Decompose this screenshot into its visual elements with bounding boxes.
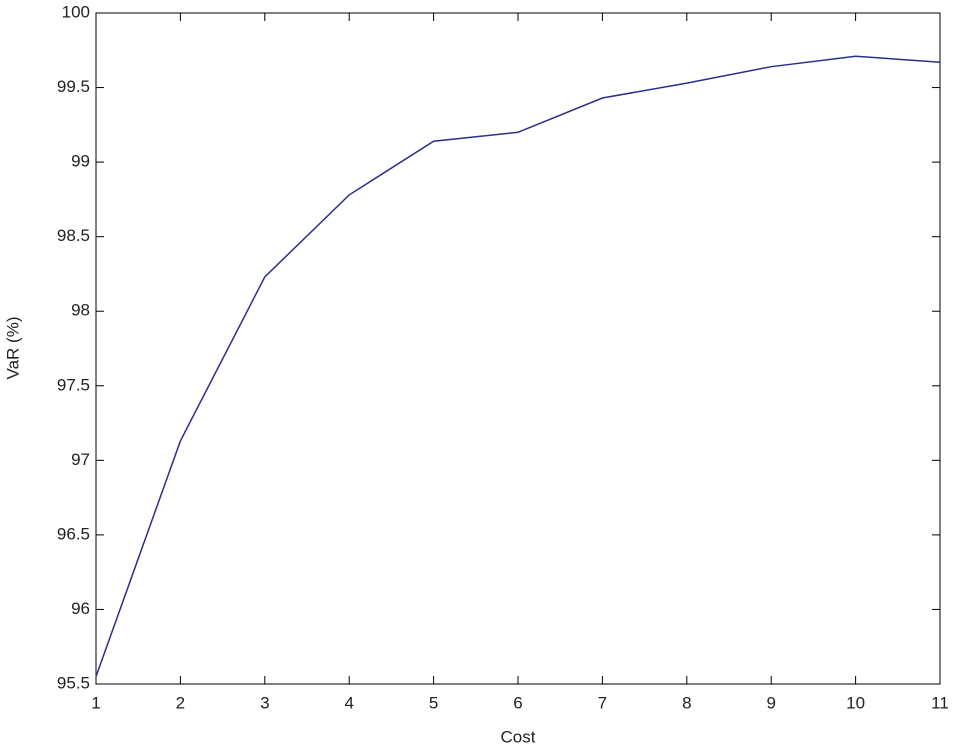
plot-frame <box>95 12 941 685</box>
y-tick-label: 97 <box>71 450 90 469</box>
x-tick-label: 5 <box>429 693 438 712</box>
y-tick-label: 96.5 <box>57 524 90 543</box>
x-axis-label: Cost <box>501 727 536 746</box>
y-tick-label: 98 <box>71 301 90 320</box>
x-tick-label: 9 <box>766 693 775 712</box>
x-tick-label: 3 <box>260 693 269 712</box>
x-tick-label: 2 <box>176 693 185 712</box>
y-tick-label: 96 <box>71 599 90 618</box>
y-tick-label: 99 <box>71 152 90 171</box>
y-tick-label: 95.5 <box>57 673 90 692</box>
y-tick-label: 100 <box>62 2 90 21</box>
x-tick-label: 10 <box>846 693 865 712</box>
y-tick-label: 98.5 <box>57 226 90 245</box>
x-tick-label: 1 <box>91 693 100 712</box>
x-tick-label: 8 <box>682 693 691 712</box>
y-tick-label: 97.5 <box>57 375 90 394</box>
x-tick-label: 11 <box>931 693 949 712</box>
x-tick-label: 6 <box>513 693 522 712</box>
x-tick-label: 7 <box>598 693 607 712</box>
data-line <box>95 55 941 677</box>
y-axis-label: VaR (%) <box>3 317 22 380</box>
x-tick-label: 4 <box>344 693 353 712</box>
y-tick-label: 99.5 <box>57 77 90 96</box>
